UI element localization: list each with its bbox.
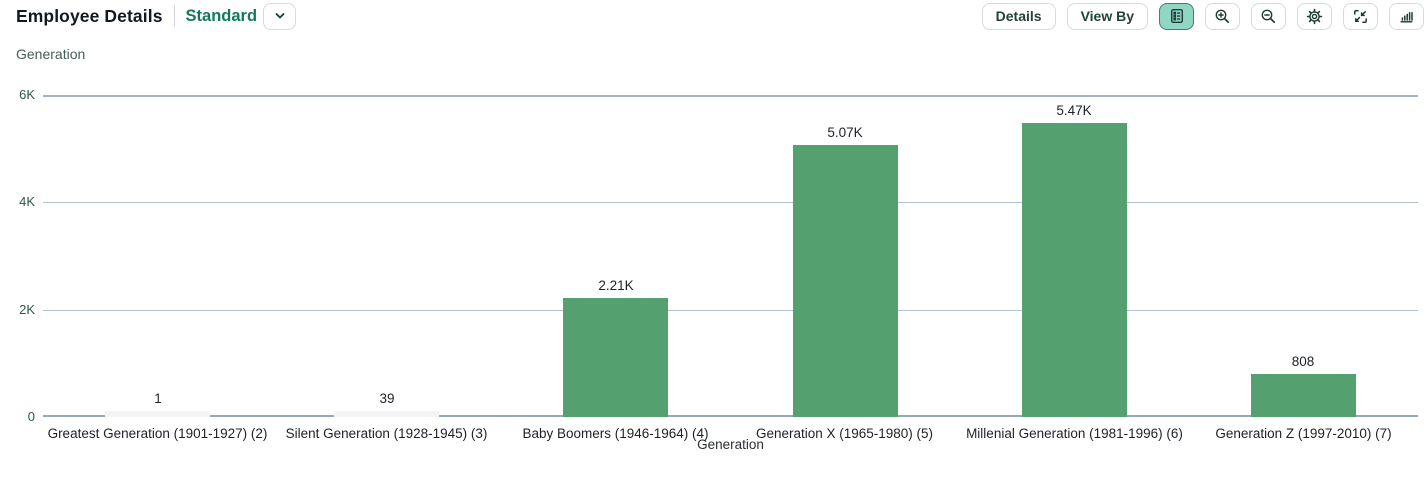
- bar[interactable]: [1251, 374, 1356, 417]
- y-tick-label: 2K: [19, 301, 35, 317]
- bar[interactable]: [1022, 123, 1127, 417]
- bar[interactable]: [793, 145, 898, 417]
- bar-chart: Generation 1 Greatest Generation (1901-19…: [0, 32, 1427, 495]
- bar[interactable]: [334, 411, 439, 417]
- view-by-button[interactable]: View By: [1066, 2, 1148, 30]
- bar-value-label: 5.07K: [827, 125, 863, 140]
- chart-toolbar: Details View By: [981, 2, 1424, 30]
- legend-toggle-button[interactable]: [1159, 2, 1194, 30]
- bar-chart-icon: [1400, 11, 1413, 23]
- bar-value-label: 5.47K: [1056, 103, 1092, 118]
- grid-line: [43, 95, 1418, 97]
- y-tick-label: 4K: [19, 194, 35, 210]
- variant-name[interactable]: Standard: [185, 6, 258, 25]
- plot-area: 1 Greatest Generation (1901-1927) (2) 39 Si…: [43, 95, 1418, 441]
- category-label: Millenial Generation (1981-1996) (6): [966, 426, 1183, 441]
- legend-icon: [1170, 9, 1183, 24]
- header-bar: Employee Details Standard Details View B…: [0, 0, 1427, 32]
- bar[interactable]: [563, 298, 668, 417]
- y-tick-label: 6K: [19, 87, 35, 102]
- category-label: Generation X (1965-1980) (5): [755, 426, 934, 441]
- resize-icon: [1354, 9, 1367, 23]
- settings-icon: [1306, 8, 1323, 24]
- y-tick-label: 0: [27, 409, 35, 424]
- zoom-in-button[interactable]: [1205, 2, 1240, 30]
- page-title: Employee Details: [16, 5, 163, 26]
- zoom-out-button[interactable]: [1251, 2, 1286, 30]
- zoom-out-icon: [1261, 9, 1276, 23]
- bar-value-label: 2.21K: [598, 278, 634, 293]
- grid-line: [43, 310, 1418, 311]
- category-label: Silent Generation (1928-1945) (3): [285, 426, 488, 441]
- title-group: Employee Details Standard: [16, 2, 297, 30]
- category-label: Greatest Generation (1901-1927) (2): [47, 426, 268, 441]
- zoom-in-icon: [1215, 9, 1230, 23]
- bar-value-label: 808: [1291, 354, 1315, 369]
- category-label: Generation Z (1997-2010) (7): [1215, 426, 1392, 441]
- bar-value-label: 1: [154, 391, 162, 406]
- details-button[interactable]: Details: [981, 2, 1056, 30]
- chevron-down-icon: [275, 13, 284, 19]
- bar-value-label: 39: [379, 391, 395, 406]
- x-axis-title: Generation: [697, 437, 764, 452]
- resize-button[interactable]: [1343, 2, 1378, 30]
- x-axis-line: [43, 415, 1418, 417]
- title-divider: [173, 5, 175, 27]
- chart-dimension-label: Generation: [16, 46, 86, 62]
- grid-line: [43, 202, 1418, 203]
- chart-type-button[interactable]: [1389, 2, 1424, 30]
- category-label: Baby Boomers (1946-1964) (4): [522, 426, 709, 441]
- settings-button[interactable]: [1297, 2, 1332, 30]
- bar[interactable]: [105, 411, 210, 417]
- variant-selector-button[interactable]: [263, 2, 297, 30]
